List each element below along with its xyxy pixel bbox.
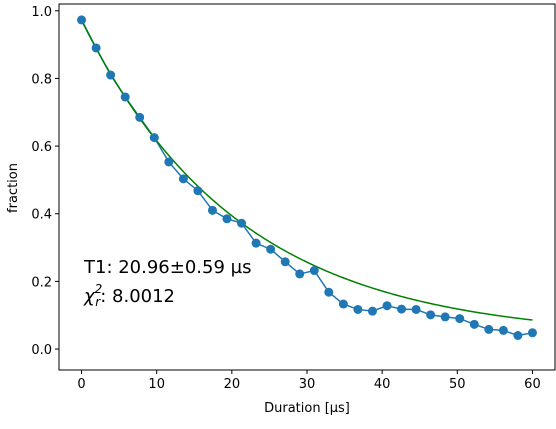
data-point: [455, 314, 465, 324]
chi-value: : 8.0012: [100, 286, 175, 307]
x-tick-label: 10: [148, 377, 165, 392]
y-tick-label: 0.2: [31, 275, 52, 290]
data-point: [527, 328, 537, 338]
plot-layer: [77, 15, 537, 340]
data-point: [295, 269, 305, 279]
data-point: [484, 324, 494, 334]
x-tick-label: 50: [449, 377, 466, 392]
data-point: [222, 214, 232, 224]
data-point: [237, 218, 247, 228]
data-point: [77, 15, 87, 25]
data-point: [135, 112, 145, 122]
x-tick-label: 20: [224, 377, 241, 392]
data-point: [426, 310, 436, 320]
data-point: [149, 133, 159, 143]
x-axis-label: Duration [µs]: [264, 401, 350, 416]
data-point: [498, 325, 508, 335]
data-point: [251, 238, 261, 248]
chi-subscript: r: [95, 295, 101, 309]
data-point: [207, 205, 217, 215]
data-point: [513, 331, 523, 340]
data-point: [91, 43, 101, 53]
chi-squared-annotation: χ2 r: 8.0012: [83, 282, 175, 309]
data-point: [309, 266, 319, 276]
ticks-layer: 0 10 20 30 40 50 60 0.0 0.2 0.4 0.6 0.8 1.0: [31, 5, 540, 392]
y-axis-label: fraction: [6, 163, 21, 213]
data-point: [120, 92, 130, 102]
data-point: [397, 304, 407, 314]
x-tick-label: 40: [374, 377, 391, 392]
data-point: [440, 312, 450, 322]
data-point: [193, 186, 203, 196]
data-point: [367, 306, 377, 316]
y-tick-label: 1.0: [31, 5, 52, 20]
x-tick-label: 60: [524, 377, 541, 392]
data-point: [338, 299, 348, 309]
x-tick-label: 30: [299, 377, 316, 392]
y-tick-label: 0.0: [31, 343, 52, 358]
data-point: [280, 257, 290, 267]
data-point: [266, 244, 276, 254]
y-tick-label: 0.6: [31, 140, 52, 155]
data-point: [353, 304, 363, 314]
data-point: [164, 157, 174, 167]
data-point: [324, 287, 334, 297]
data-point: [411, 304, 421, 314]
chi-symbol: χ: [83, 286, 96, 307]
x-tick-label: 0: [77, 377, 85, 392]
data-point: [382, 301, 392, 311]
chi-superscript: 2: [95, 282, 103, 296]
y-tick-label: 0.4: [31, 208, 52, 223]
y-tick-label: 0.8: [31, 72, 52, 87]
data-point: [469, 319, 479, 329]
data-point: [106, 70, 116, 80]
data-point: [178, 174, 188, 184]
t1-annotation: T1: 20.96±0.59 µs: [83, 257, 251, 278]
